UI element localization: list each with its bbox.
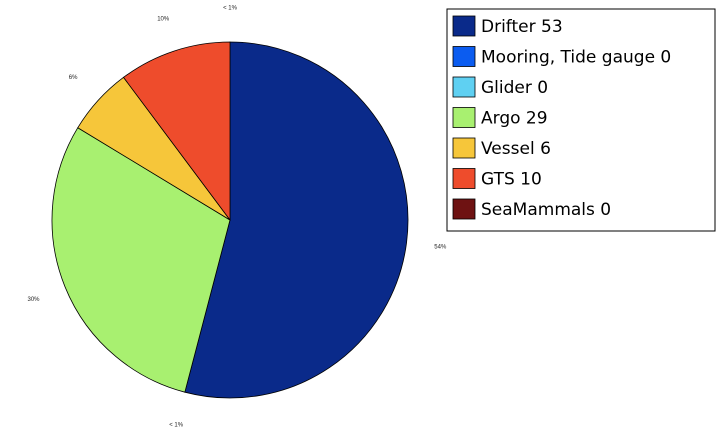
pie-slices xyxy=(51,41,409,399)
legend-box xyxy=(446,8,716,232)
legend-label-vessel: Vessel 6 xyxy=(481,139,551,159)
legend-label-drifter: Drifter 53 xyxy=(481,17,563,37)
pie-label-gts: 10% xyxy=(157,16,170,22)
pie-label-vessel: 6% xyxy=(69,75,78,81)
legend-swatch-gts xyxy=(452,168,476,189)
legend-swatch-seamammals xyxy=(452,198,476,220)
pie-slice-gts xyxy=(122,41,231,222)
legend-label-mooring-tide-gauge: Mooring, Tide gauge 0 xyxy=(481,48,671,68)
pie-slice-argo xyxy=(51,127,231,393)
legend: Drifter 53 Mooring, Tide gauge 0 Glider 0 A… xyxy=(446,8,716,232)
legend-swatch-vessel xyxy=(452,137,476,159)
pie-label-drifter: 54% xyxy=(434,245,447,251)
legend-label-gts: GTS 10 xyxy=(481,170,542,190)
pie-label-mooring-tide-gauge: < 1% xyxy=(169,423,184,429)
legend-swatch-glider xyxy=(452,76,476,98)
pie-labels: 54% < 1% 30% 6% 10% < 1% xyxy=(27,6,446,429)
pie-slice-drifter xyxy=(184,41,409,399)
pie-label-argo: 30% xyxy=(27,297,40,303)
legend-label-argo: Argo 29 xyxy=(481,109,548,129)
legend-swatch-drifter xyxy=(452,15,476,37)
pie-label-seamammals: < 1% xyxy=(223,6,238,12)
legend-label-glider: Glider 0 xyxy=(481,78,548,98)
legend-swatch-mooring-tide-gauge xyxy=(452,46,476,67)
legend-swatch-argo xyxy=(452,107,476,128)
legend-label-seamammals: SeaMammals 0 xyxy=(481,200,611,220)
